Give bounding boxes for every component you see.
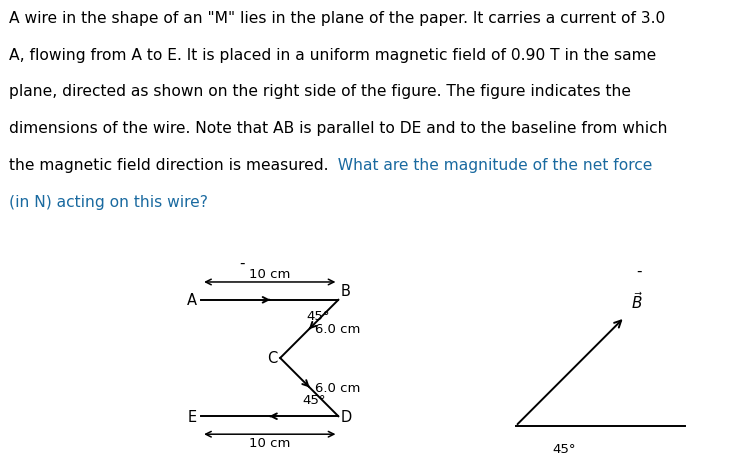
Text: 45°: 45° bbox=[302, 393, 326, 406]
Text: D: D bbox=[340, 409, 352, 424]
Text: What are the magnitude of the net force: What are the magnitude of the net force bbox=[329, 158, 653, 173]
Text: A, flowing from A to E. It is placed in a uniform magnetic field of 0.90 T in th: A, flowing from A to E. It is placed in … bbox=[9, 48, 656, 62]
Text: 45°: 45° bbox=[306, 309, 329, 322]
Text: (in N) acting on this wire?: (in N) acting on this wire? bbox=[9, 195, 208, 209]
Text: 45°: 45° bbox=[553, 442, 576, 455]
Text: the magnetic field direction is measured.: the magnetic field direction is measured… bbox=[9, 158, 329, 173]
Text: A: A bbox=[187, 293, 197, 307]
Text: B: B bbox=[340, 284, 350, 299]
Text: C: C bbox=[268, 351, 277, 366]
Text: 10 cm: 10 cm bbox=[249, 436, 290, 449]
Text: dimensions of the wire. Note that AB is parallel to DE and to the baseline from : dimensions of the wire. Note that AB is … bbox=[9, 121, 667, 136]
Text: plane, directed as shown on the right side of the figure. The figure indicates t: plane, directed as shown on the right si… bbox=[9, 84, 631, 99]
Text: A wire in the shape of an "M" lies in the plane of the paper. It carries a curre: A wire in the shape of an "M" lies in th… bbox=[9, 10, 665, 26]
Text: -: - bbox=[636, 264, 642, 278]
Text: $\vec{B}$: $\vec{B}$ bbox=[631, 290, 643, 311]
Text: 10 cm: 10 cm bbox=[249, 268, 290, 280]
Text: 6.0 cm: 6.0 cm bbox=[315, 381, 360, 394]
Text: -: - bbox=[240, 255, 245, 270]
Text: 6.0 cm: 6.0 cm bbox=[315, 323, 360, 336]
Text: E: E bbox=[188, 409, 197, 424]
